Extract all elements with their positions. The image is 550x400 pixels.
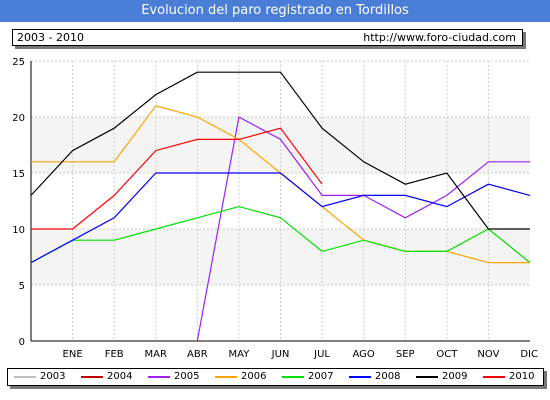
x-tick-label: ENE <box>63 349 83 360</box>
x-tick-label: JUN <box>271 349 290 360</box>
legend-swatch <box>148 376 170 378</box>
y-tick-label: 10 <box>12 225 25 236</box>
series-line-2010 <box>31 127 323 230</box>
y-tick-label: 0 <box>19 337 25 348</box>
y-tick-label: 15 <box>12 169 25 180</box>
legend-label: 2005 <box>174 371 200 382</box>
x-tick-label: JUL <box>313 349 330 360</box>
x-tick-label: ABR <box>187 349 208 360</box>
legend-label: 2010 <box>509 371 535 382</box>
legend-label: 2008 <box>375 371 401 382</box>
x-tick-label: DIC <box>520 349 538 360</box>
series-line-2008 <box>30 172 531 264</box>
x-tick-label: SEP <box>396 349 415 360</box>
x-tick-label: NOV <box>477 349 499 360</box>
source-url: http://www.foro-ciudad.com <box>363 31 516 44</box>
legend-label: 2009 <box>442 371 468 382</box>
legend-swatch <box>349 376 371 378</box>
y-tick-label: 25 <box>12 57 25 68</box>
x-tick-label: MAR <box>145 349 167 360</box>
period-label: 2003 - 2010 <box>17 31 84 44</box>
legend-swatch <box>282 376 304 378</box>
legend-label: 2007 <box>308 371 334 382</box>
legend: 2003 2004 2005 2006 2007 2008 2009 2010 <box>7 368 544 386</box>
info-box: 2003 - 2010 http://www.foro-ciudad.com <box>12 29 523 46</box>
legend-swatch <box>215 376 237 378</box>
legend-swatch <box>14 376 36 378</box>
legend-swatch <box>416 376 438 378</box>
legend-swatch <box>483 376 505 378</box>
series-line-2009 <box>30 71 530 230</box>
y-tick-label: 20 <box>12 113 25 124</box>
legend-label: 2004 <box>107 371 133 382</box>
series-line-2007 <box>30 205 531 264</box>
x-tick-label: AGO <box>353 349 375 360</box>
chart-title: Evolucion del paro registrado en Tordill… <box>0 0 550 22</box>
x-tick-label: OCT <box>436 349 458 360</box>
legend-label: 2003 <box>40 371 66 382</box>
legend-swatch <box>81 376 103 378</box>
x-tick-label: FEB <box>105 349 124 360</box>
y-tick-label: 5 <box>19 281 25 292</box>
legend-label: 2006 <box>241 371 267 382</box>
x-tick-label: MAY <box>229 349 251 360</box>
